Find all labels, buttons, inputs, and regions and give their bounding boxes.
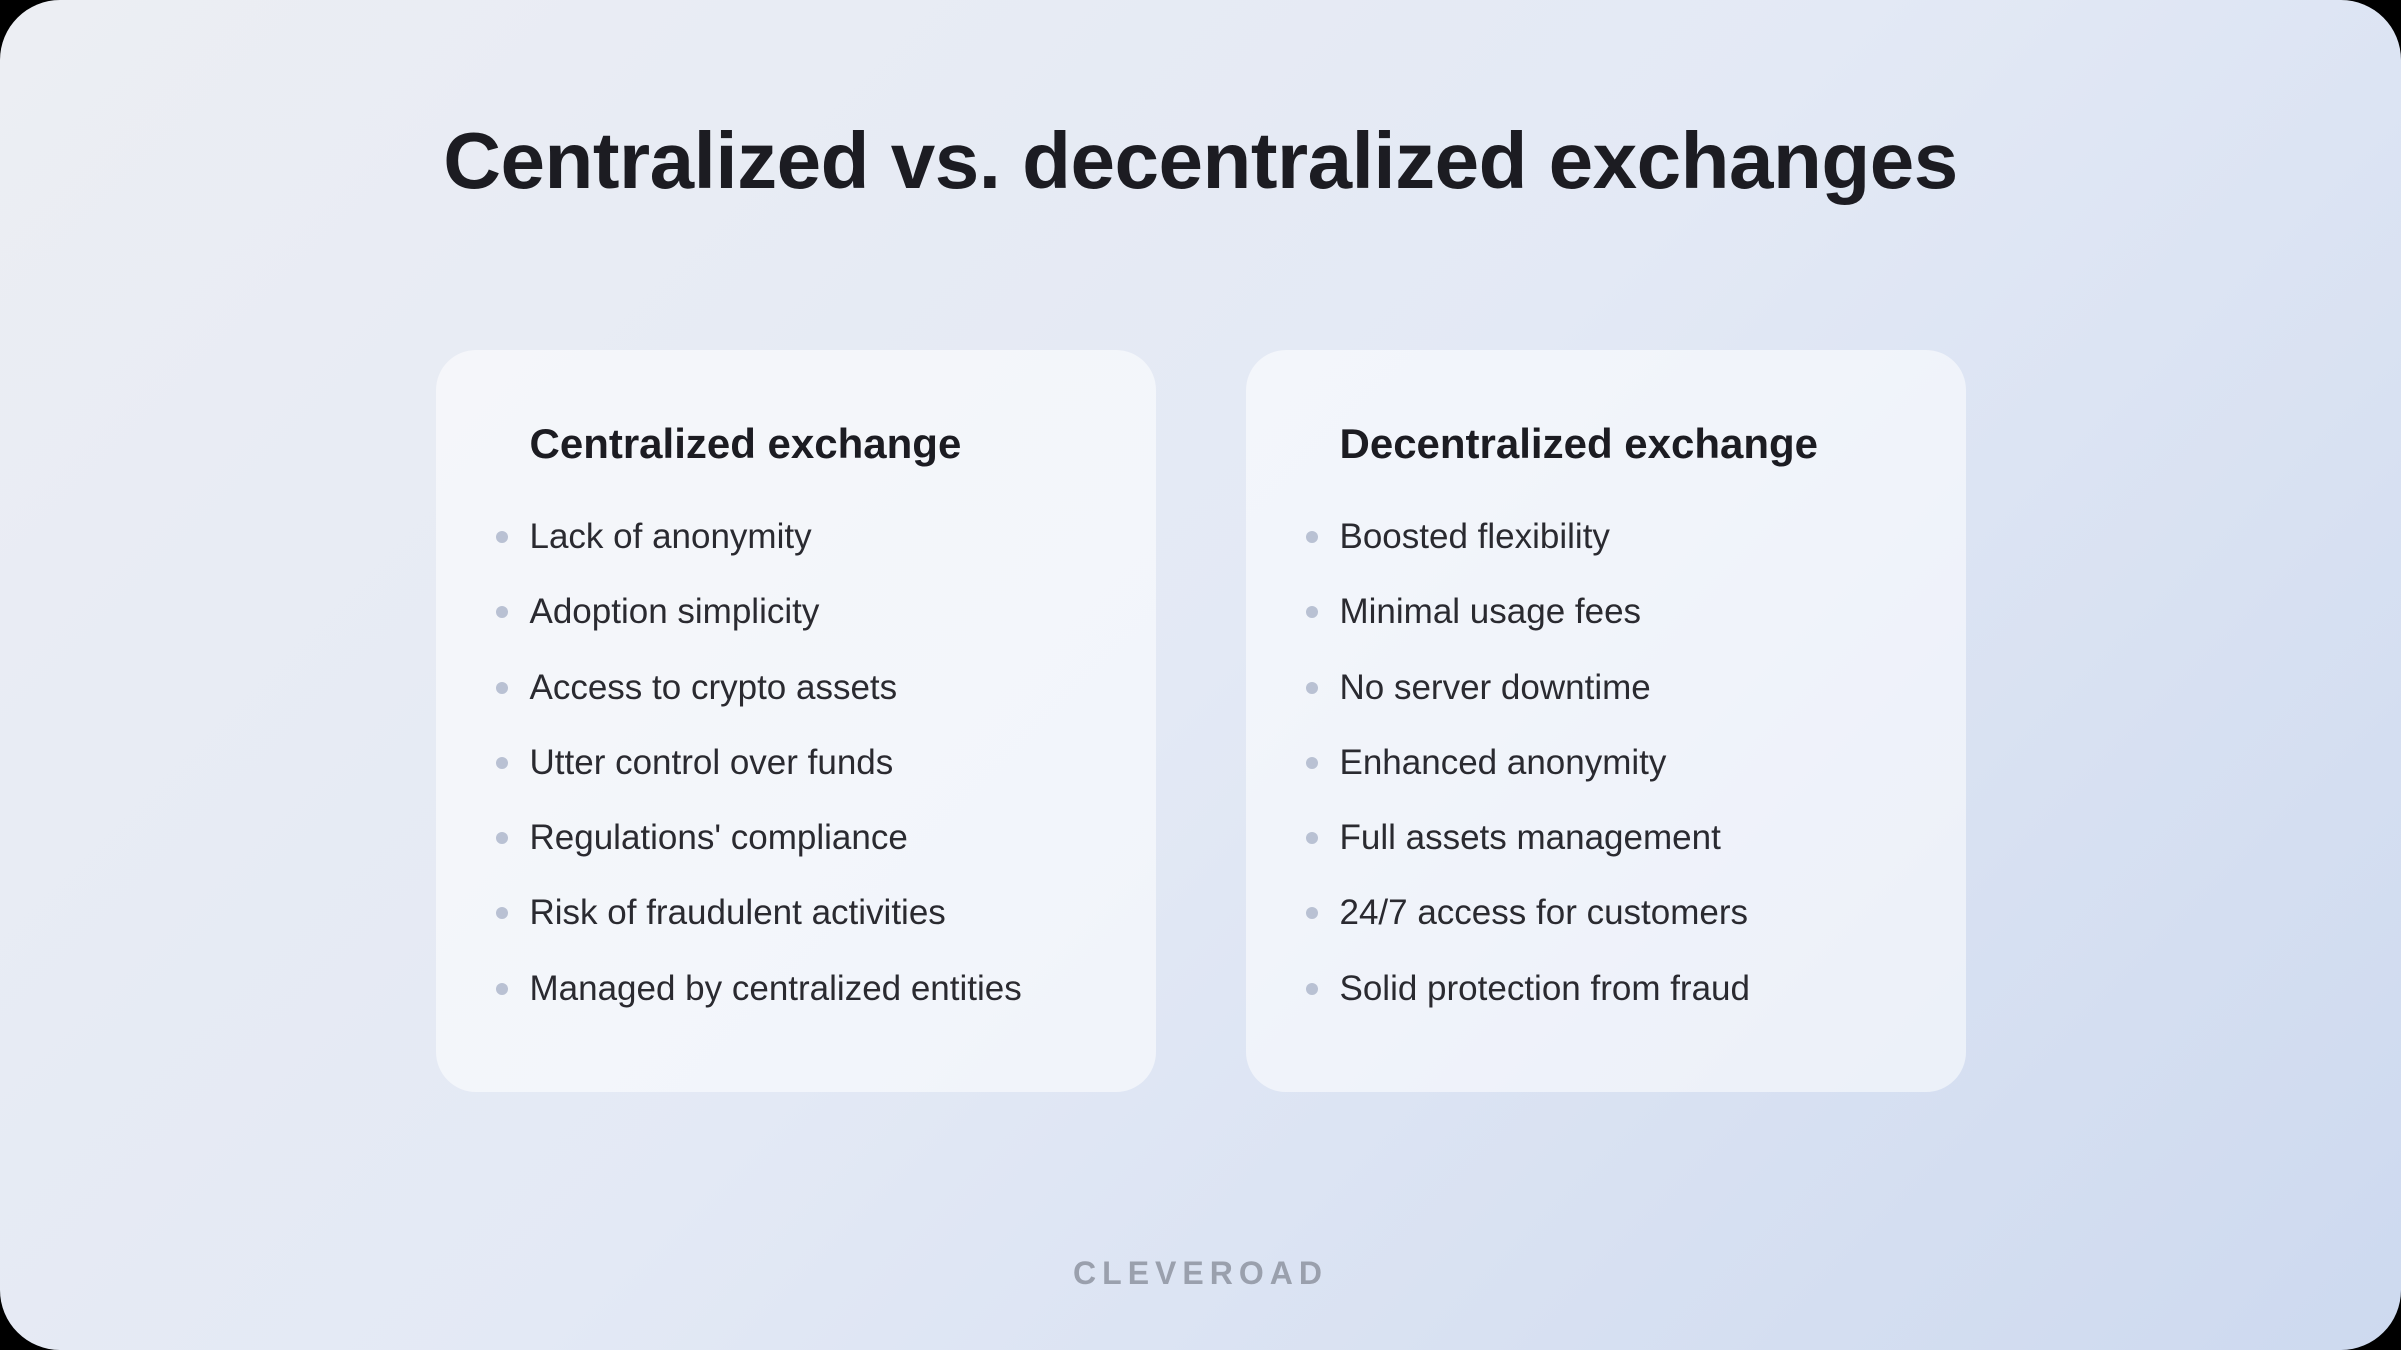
list-item: No server downtime bbox=[1306, 664, 1906, 711]
list-item: Regulations' compliance bbox=[496, 814, 1096, 861]
list-item: Access to crypto assets bbox=[496, 664, 1096, 711]
list-item: Solid protection from fraud bbox=[1306, 965, 1906, 1012]
card-list: Boosted flexibility Minimal usage fees N… bbox=[1306, 513, 1906, 1012]
card-title: Centralized exchange bbox=[496, 420, 1096, 468]
list-item: Boosted flexibility bbox=[1306, 513, 1906, 560]
list-item: Adoption simplicity bbox=[496, 588, 1096, 635]
list-item: Minimal usage fees bbox=[1306, 588, 1906, 635]
list-item: Enhanced anonymity bbox=[1306, 739, 1906, 786]
cards-row: Centralized exchange Lack of anonymity A… bbox=[0, 350, 2401, 1092]
list-item: Utter control over funds bbox=[496, 739, 1096, 786]
list-item: Risk of fraudulent activities bbox=[496, 889, 1096, 936]
card-centralized: Centralized exchange Lack of anonymity A… bbox=[436, 350, 1156, 1092]
infographic-canvas: Centralized vs. decentralized exchanges … bbox=[0, 0, 2401, 1350]
brand-label: CLEVEROAD bbox=[0, 1255, 2401, 1292]
list-item: 24/7 access for customers bbox=[1306, 889, 1906, 936]
card-title: Decentralized exchange bbox=[1306, 420, 1906, 468]
list-item: Managed by centralized entities bbox=[496, 965, 1096, 1012]
card-decentralized: Decentralized exchange Boosted flexibili… bbox=[1246, 350, 1966, 1092]
card-list: Lack of anonymity Adoption simplicity Ac… bbox=[496, 513, 1096, 1012]
main-title: Centralized vs. decentralized exchanges bbox=[0, 115, 2401, 207]
list-item: Full assets management bbox=[1306, 814, 1906, 861]
list-item: Lack of anonymity bbox=[496, 513, 1096, 560]
